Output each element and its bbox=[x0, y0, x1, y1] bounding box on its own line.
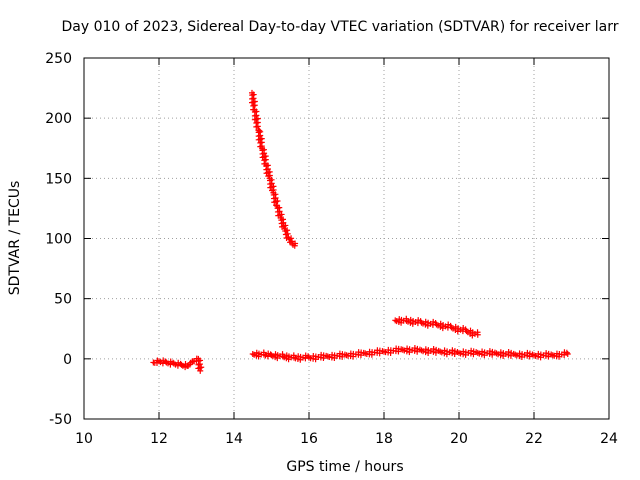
plot-frame bbox=[83, 57, 610, 420]
y-tick-label: 50 bbox=[54, 292, 72, 308]
x-tick-label: 16 bbox=[300, 431, 318, 447]
data-point-fill bbox=[284, 227, 291, 234]
x-tick-label: 12 bbox=[150, 431, 168, 447]
data-point-fill bbox=[198, 364, 205, 371]
data-point-fill bbox=[274, 197, 281, 204]
data-points bbox=[150, 89, 571, 374]
y-tick-label: 250 bbox=[45, 51, 72, 67]
x-tick-label: 24 bbox=[600, 431, 618, 447]
y-tick-label: 200 bbox=[45, 111, 72, 127]
y-tick-label: -50 bbox=[49, 412, 72, 428]
data-point-fill bbox=[284, 230, 291, 237]
data-point bbox=[474, 331, 481, 338]
data-point bbox=[197, 367, 204, 374]
axis-ticks: 10 12 14 16 18 20 22 24 -50 0 50 100 150 200 250 bbox=[45, 51, 618, 447]
data-point-fill bbox=[186, 361, 193, 368]
data-point bbox=[564, 351, 571, 358]
chart-title: Day 010 of 2023, Sidereal Day-to-day VTE… bbox=[62, 19, 619, 35]
x-tick-label: 22 bbox=[525, 431, 543, 447]
data-point-fill bbox=[288, 235, 295, 242]
x-tick-label: 14 bbox=[225, 431, 243, 447]
y-tick-label: 0 bbox=[63, 352, 72, 368]
data-point bbox=[291, 242, 298, 249]
x-axis-label: GPS time / hours bbox=[286, 459, 403, 475]
data-point-fill bbox=[278, 211, 285, 218]
y-tick-label: 100 bbox=[45, 232, 72, 248]
x-tick-label: 10 bbox=[75, 431, 93, 447]
data-point-fill bbox=[282, 222, 289, 229]
data-point-fill bbox=[563, 349, 570, 356]
x-tick-label: 18 bbox=[375, 431, 393, 447]
y-axis-label: SDTVAR / TECUs bbox=[7, 181, 23, 296]
y-tick-label: 150 bbox=[45, 171, 72, 187]
x-tick-label: 20 bbox=[450, 431, 468, 447]
